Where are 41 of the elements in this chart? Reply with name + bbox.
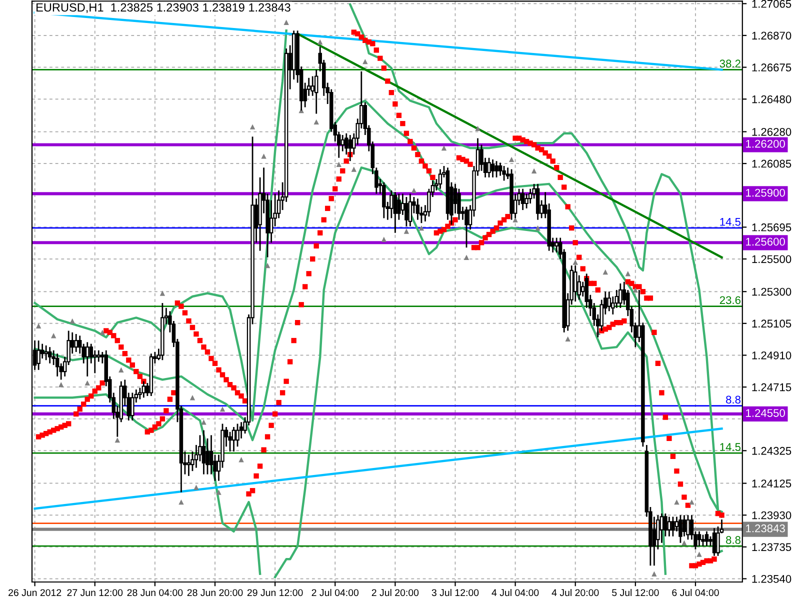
y-tick-label: 1.26280	[752, 128, 792, 136]
annotation: 23.6	[720, 296, 740, 304]
x-tick-label: 2 Jul 20:00	[372, 588, 419, 596]
y-tick-label: 1.24325	[752, 446, 792, 455]
x-tick-label: 2 Jul 04:00	[312, 588, 359, 596]
x-tick-label: 27 Jun 12:00	[67, 589, 123, 596]
x-tick-label: 5 Jul 12:00	[612, 588, 659, 596]
ref-line-label: 1.25900	[746, 188, 785, 197]
y-tick-label: 1.25500	[752, 255, 792, 264]
y-tick-label: 1.25300	[752, 288, 792, 296]
y-tick-label: 1.24910	[752, 351, 792, 360]
y-tick-label: 1.23930	[752, 511, 792, 520]
ref-line-label: 1.26200	[746, 140, 785, 148]
annotation: 14.5	[720, 443, 741, 451]
annotation: 8.8	[726, 396, 740, 404]
annotation: 8.8	[726, 536, 740, 544]
ref-line-label: 1.25600	[746, 238, 785, 246]
x-tick-label: 3 Jul 12:00	[432, 588, 479, 596]
y-tick-label: 1.25105	[752, 320, 792, 328]
y-tick-label: 1.26870	[752, 32, 792, 40]
y-tick-label: 1.24125	[752, 480, 792, 488]
annotation: 38.2	[720, 60, 740, 68]
ref-line-label: 1.23843	[746, 524, 785, 532]
x-tick-label: 28 Jun 04:00	[127, 589, 183, 596]
x-tick-label: 6 Jul 04:00	[672, 588, 719, 596]
x-tick-label: 29 Jun 12:00	[247, 589, 303, 596]
y-tick-label: 1.23540	[752, 575, 792, 583]
y-tick-label: 1.23735	[752, 543, 792, 552]
y-tick-label: 1.26480	[752, 95, 792, 104]
x-tick-label: 4 Jul 04:00	[492, 588, 539, 596]
y-tick-label: 1.26675	[752, 64, 792, 72]
chart-title: EURUSD,H1 1.23825 1.23903 1.23819 1.23843	[36, 3, 290, 14]
x-tick-label: 28 Jun 20:00	[187, 589, 243, 596]
y-tick-label: 1.27065	[752, 0, 792, 8]
y-tick-label: 1.26085	[752, 160, 792, 168]
annotation: 14.5	[720, 218, 741, 226]
x-tick-label: 26 Jun 2012	[8, 589, 62, 596]
x-tick-label: 4 Jul 20:00	[552, 588, 599, 596]
ref-line-label: 1.24550	[746, 409, 785, 417]
y-tick-label: 1.25695	[752, 223, 792, 232]
y-tick-label: 1.24715	[752, 383, 792, 392]
